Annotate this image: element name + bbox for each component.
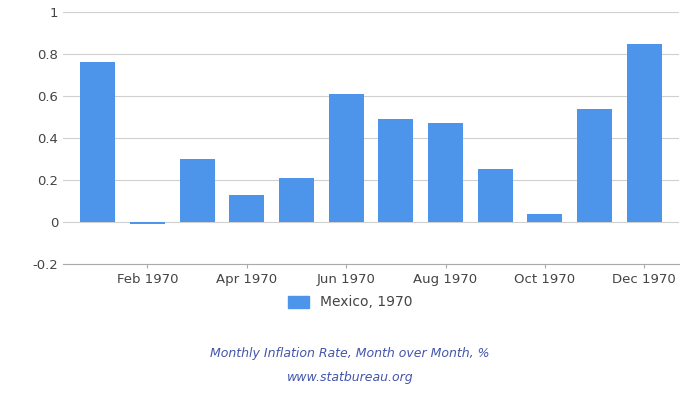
Bar — [379, 119, 413, 222]
Bar — [80, 62, 116, 222]
Bar — [428, 123, 463, 222]
Text: Monthly Inflation Rate, Month over Month, %: Monthly Inflation Rate, Month over Month… — [210, 348, 490, 360]
Bar — [180, 159, 214, 222]
Bar — [478, 170, 512, 222]
Text: www.statbureau.org: www.statbureau.org — [287, 372, 413, 384]
Bar — [279, 178, 314, 222]
Bar — [130, 222, 164, 224]
Bar — [230, 195, 264, 222]
Bar — [329, 94, 363, 222]
Bar — [528, 214, 562, 222]
Bar — [626, 44, 662, 222]
Bar — [578, 108, 612, 222]
Legend: Mexico, 1970: Mexico, 1970 — [282, 290, 418, 315]
